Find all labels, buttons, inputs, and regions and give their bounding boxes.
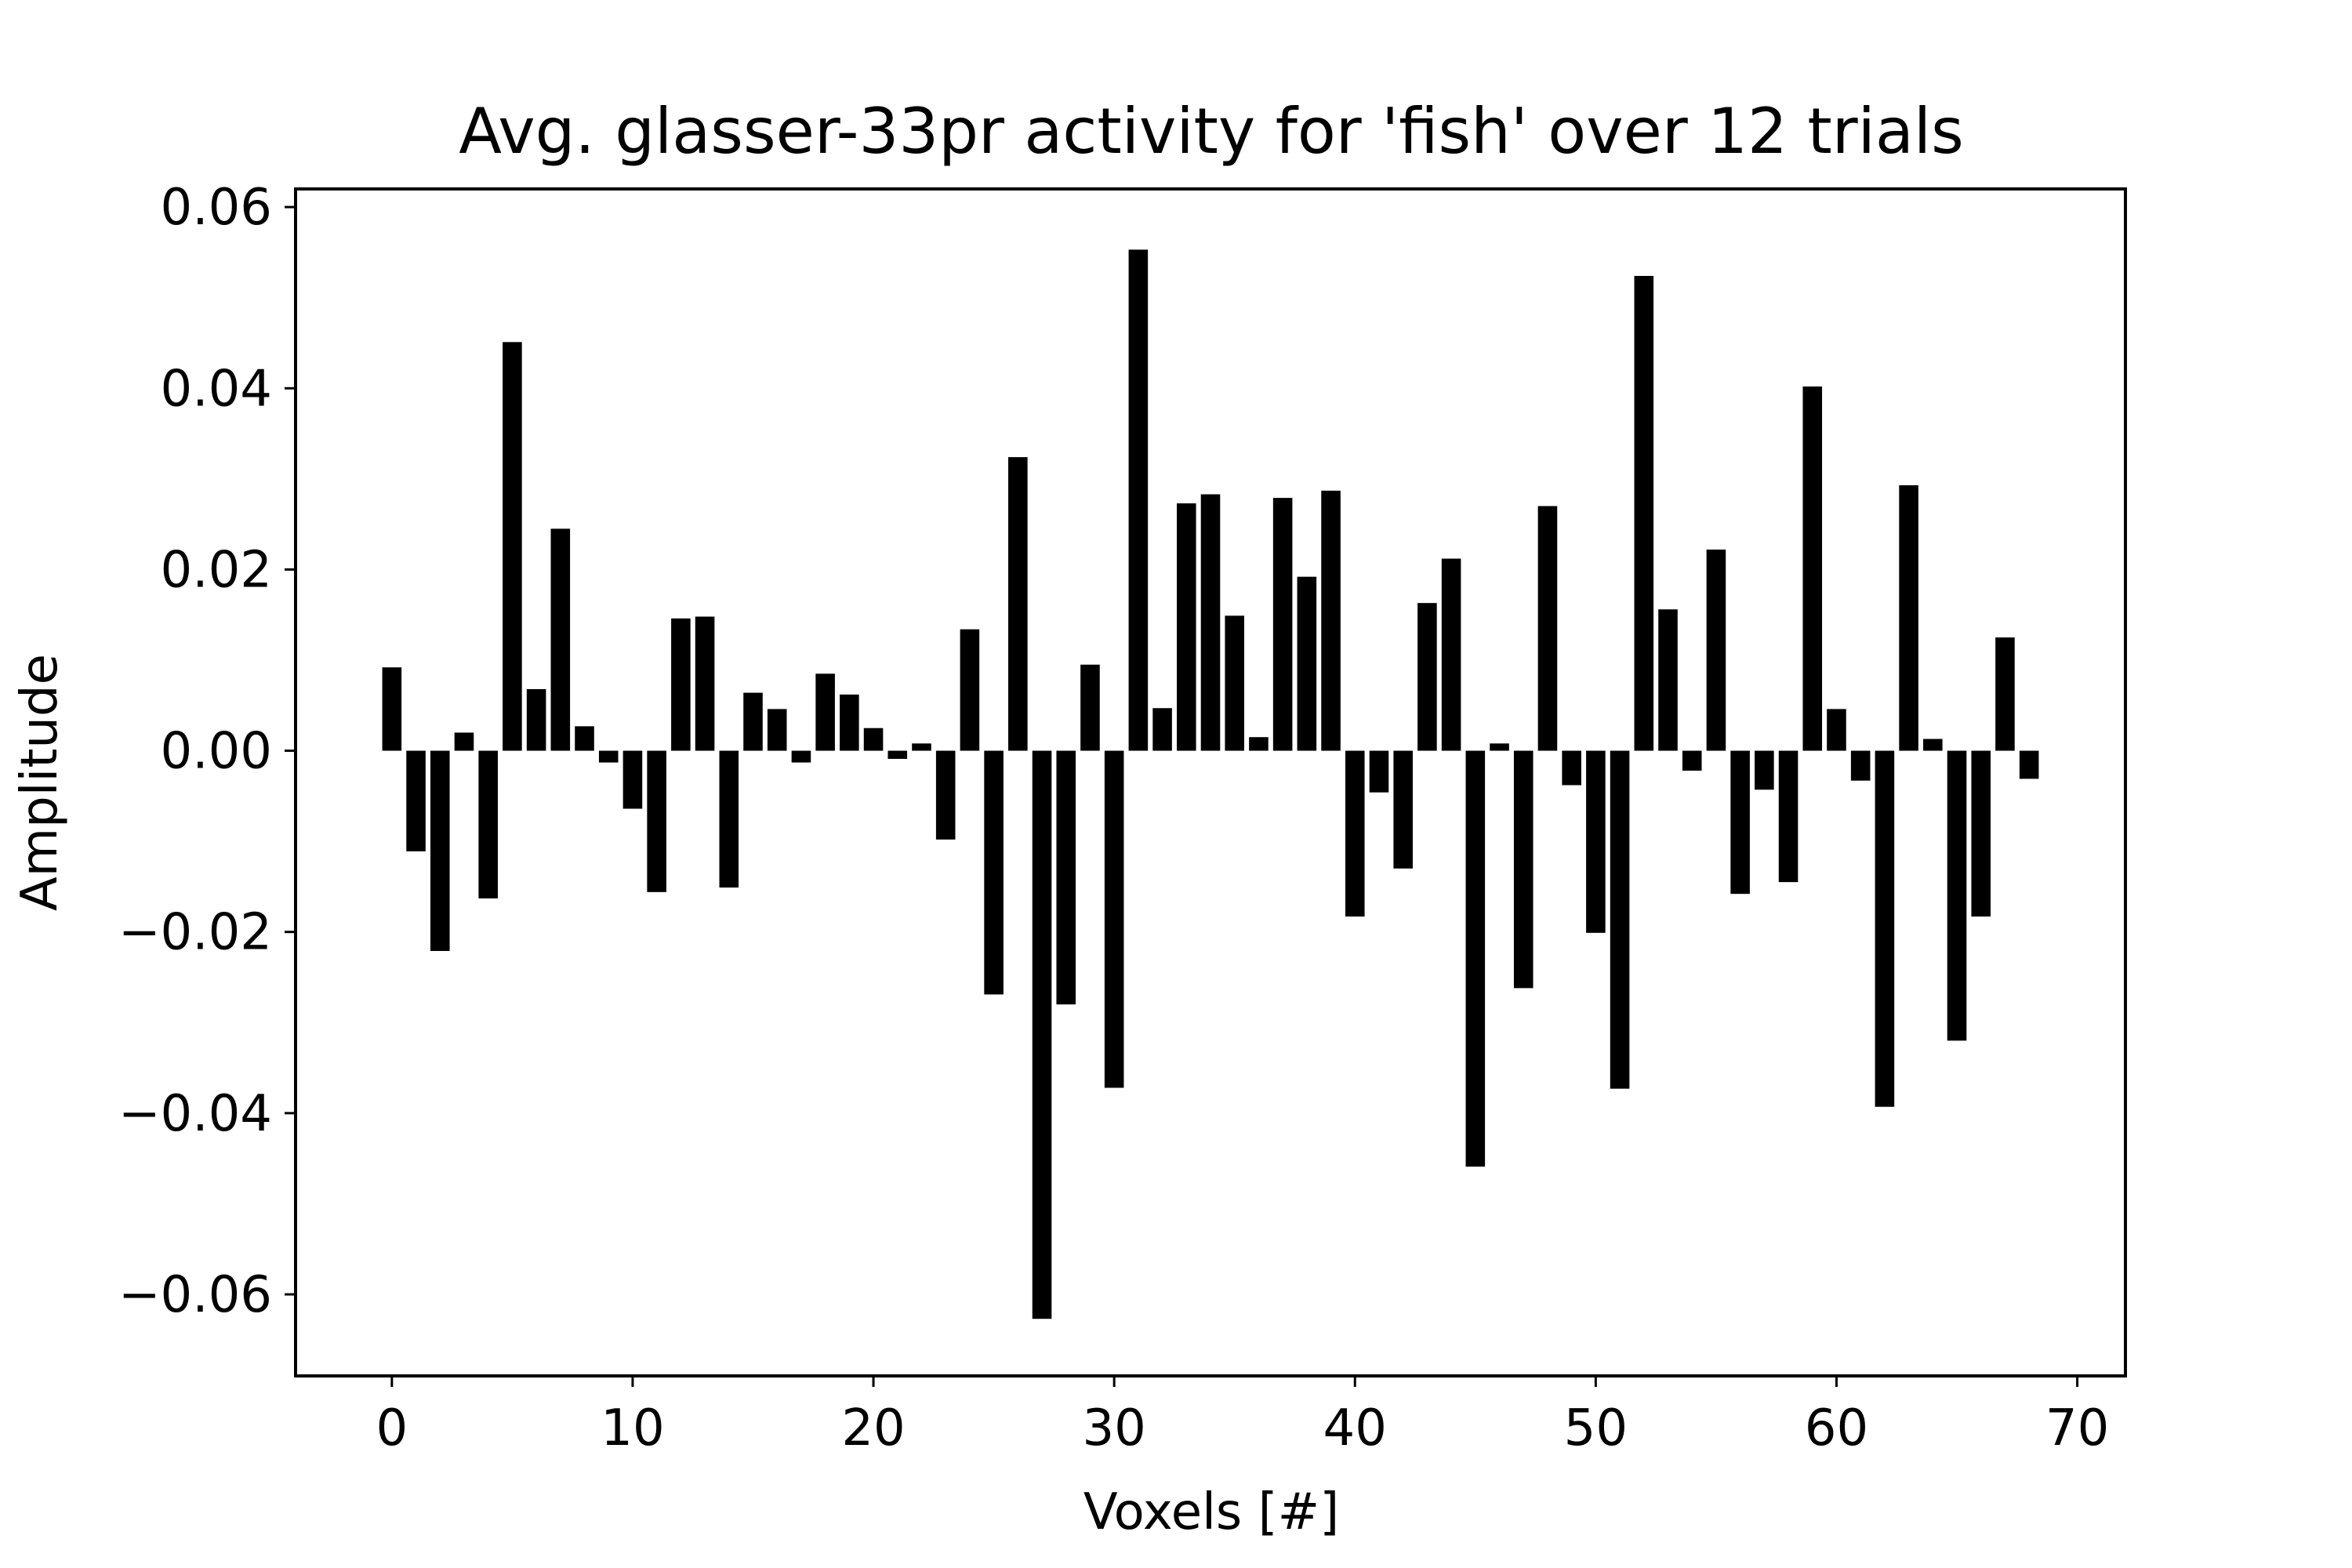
- x-tick-label: 30: [1082, 1399, 1145, 1457]
- bar-voxel-4: [478, 750, 498, 898]
- bar-voxel-52: [1634, 275, 1654, 751]
- bar-voxel-47: [1513, 750, 1534, 989]
- bar-voxel-37: [1272, 498, 1293, 751]
- bar-voxel-11: [647, 750, 666, 892]
- bar-voxel-21: [887, 750, 908, 759]
- x-tick-label: 20: [841, 1399, 905, 1457]
- bar-voxel-51: [1610, 750, 1630, 1089]
- bar-voxel-55: [1706, 549, 1726, 751]
- bar-voxel-50: [1586, 750, 1606, 933]
- x-tick-label: 60: [1805, 1399, 1868, 1457]
- bars-group: [382, 249, 2039, 1319]
- bar-voxel-39: [1321, 490, 1341, 751]
- bar-voxel-65: [1947, 750, 1967, 1041]
- bar-voxel-28: [1056, 750, 1076, 1005]
- bar-voxel-40: [1345, 750, 1365, 917]
- bar-voxel-20: [863, 728, 884, 751]
- bar-voxel-15: [743, 692, 763, 751]
- bar-voxel-9: [598, 750, 619, 763]
- bar-voxel-27: [1032, 750, 1052, 1319]
- x-axis-label: Voxels [#]: [1083, 1483, 1339, 1541]
- bar-voxel-8: [575, 726, 594, 751]
- chart-title: Avg. glasser-33pr activity for 'fish' ov…: [459, 95, 1964, 168]
- bar-voxel-43: [1417, 603, 1437, 751]
- bar-voxel-62: [1875, 750, 1895, 1107]
- bar-voxel-24: [960, 629, 980, 751]
- bar-voxel-16: [767, 709, 787, 751]
- y-tick-label: −0.06: [118, 1266, 272, 1324]
- bar-voxel-34: [1200, 494, 1221, 751]
- bar-voxel-36: [1249, 737, 1269, 751]
- y-tick-label: 0.02: [161, 541, 273, 599]
- x-tick-label: 70: [2045, 1399, 2109, 1457]
- bar-voxel-63: [1899, 485, 1918, 751]
- bar-voxel-19: [840, 694, 859, 751]
- bar-voxel-17: [791, 750, 811, 763]
- bar-voxel-54: [1682, 750, 1702, 771]
- bar-voxel-32: [1152, 708, 1172, 751]
- bar-voxel-18: [815, 673, 835, 751]
- bar-voxel-67: [1995, 637, 2015, 751]
- y-tick-label: 0.00: [161, 723, 273, 781]
- bar-voxel-10: [622, 750, 643, 809]
- y-tick-label: −0.02: [118, 904, 272, 962]
- bar-voxel-42: [1393, 750, 1413, 869]
- x-tick-label: 0: [376, 1399, 408, 1457]
- bar-voxel-1: [406, 750, 426, 851]
- bar-voxel-68: [2019, 750, 2039, 779]
- y-axis-label: Amplitude: [11, 654, 69, 911]
- bar-voxel-60: [1827, 709, 1846, 751]
- x-axis: 0 10 20 30 40 50 60 70: [376, 1376, 2109, 1457]
- bar-voxel-33: [1177, 503, 1196, 751]
- bar-voxel-5: [503, 342, 522, 751]
- bar-voxel-66: [1971, 750, 1991, 917]
- bar-voxel-31: [1128, 249, 1149, 751]
- bar-voxel-46: [1490, 743, 1509, 751]
- bar-voxel-48: [1537, 506, 1558, 751]
- bar-voxel-30: [1104, 750, 1124, 1088]
- bar-voxel-64: [1923, 739, 1943, 751]
- bar-voxel-14: [719, 750, 739, 888]
- bar-voxel-35: [1225, 615, 1244, 751]
- x-tick-label: 40: [1323, 1399, 1387, 1457]
- bar-voxel-0: [382, 667, 402, 751]
- bar-voxel-6: [526, 688, 546, 751]
- bar-voxel-49: [1562, 750, 1581, 786]
- bar-voxel-58: [1778, 750, 1798, 883]
- y-tick-label: −0.04: [118, 1085, 272, 1143]
- bar-voxel-25: [984, 750, 1004, 995]
- bar-voxel-57: [1755, 750, 1774, 790]
- bar-voxel-23: [935, 750, 956, 840]
- x-tick-label: 50: [1564, 1399, 1628, 1457]
- bar-voxel-29: [1080, 664, 1100, 751]
- bar-voxel-13: [695, 616, 715, 751]
- bar-voxel-26: [1008, 457, 1028, 751]
- bar-voxel-56: [1730, 750, 1750, 895]
- bar-voxel-3: [454, 732, 474, 751]
- bar-voxel-59: [1802, 386, 1823, 751]
- bar-voxel-44: [1441, 558, 1461, 751]
- bar-voxel-61: [1850, 750, 1871, 781]
- bar-voxel-2: [430, 750, 450, 951]
- bar-voxel-12: [671, 618, 691, 751]
- bar-voxel-38: [1297, 576, 1317, 751]
- plot-frame: [294, 187, 2127, 1377]
- bar-voxel-7: [550, 528, 571, 751]
- bar-voxel-45: [1465, 750, 1486, 1167]
- bar-voxel-53: [1658, 609, 1678, 751]
- x-tick-label: 10: [601, 1399, 664, 1457]
- y-axis: 0.06 0.04 0.02 0.00 −0.02 −0.04 −0.06: [118, 179, 296, 1324]
- y-tick-label: 0.06: [161, 179, 273, 237]
- bar-voxel-41: [1369, 750, 1389, 793]
- y-tick-label: 0.04: [161, 360, 273, 418]
- bar-voxel-22: [912, 743, 931, 751]
